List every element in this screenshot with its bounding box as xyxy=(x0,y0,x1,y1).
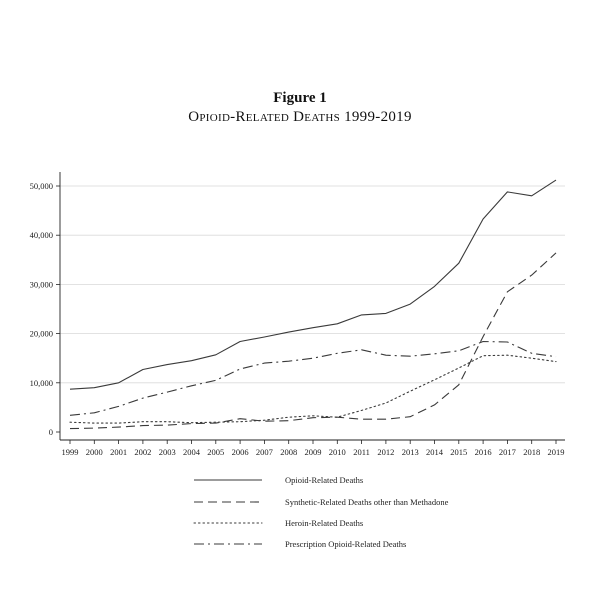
legend-label-3: Heroin-Related Deaths xyxy=(285,518,363,528)
series-line-1 xyxy=(69,179,557,390)
series-line-3 xyxy=(69,354,557,424)
x-tick-label: 2005 xyxy=(207,447,224,457)
x-tick-label: 2019 xyxy=(548,447,565,457)
legend: Opioid-Related Deaths Synthetic-Related D… xyxy=(193,475,449,549)
x-tick-label: 2015 xyxy=(450,447,467,457)
x-tick-label: 2016 xyxy=(475,447,492,457)
y-tick-label: 10,000 xyxy=(30,378,53,388)
y-tick-label: 0 xyxy=(49,427,53,437)
y-tick-label: 20,000 xyxy=(30,329,53,339)
grid-layer xyxy=(60,185,565,384)
x-tick-label: 2002 xyxy=(134,447,151,457)
series-line-4 xyxy=(69,340,557,416)
x-tick-label: 2018 xyxy=(523,447,540,457)
x-tick-label: 2017 xyxy=(499,447,516,457)
y-tick-label: 50,000 xyxy=(30,181,53,191)
x-tick-label: 2004 xyxy=(183,447,201,457)
x-tick-label: 2003 xyxy=(159,447,176,457)
axis-layer: 0 10,000 20,000 30,000 40,000 50,000 1999 2000 2… xyxy=(30,172,565,457)
x-tick-label: 2001 xyxy=(110,447,127,457)
figure-label: Figure 1 xyxy=(273,90,327,106)
legend-label-1: Opioid-Related Deaths xyxy=(285,475,363,485)
y-tick-label: 40,000 xyxy=(30,230,53,240)
x-tick-label: 2012 xyxy=(377,447,394,457)
x-tick-label: 2010 xyxy=(329,447,346,457)
x-tick-label: 2014 xyxy=(426,447,444,457)
figure-title: Opioid-Related Deaths 1999-2019 xyxy=(188,109,412,125)
x-tick-label: 2011 xyxy=(353,447,370,457)
x-tick-label: 2008 xyxy=(280,447,297,457)
x-tick-label: 2009 xyxy=(305,447,322,457)
x-tick-label: 1999 xyxy=(62,447,79,457)
series-line-2 xyxy=(69,252,557,430)
legend-label-4: Prescription Opioid-Related Deaths xyxy=(285,539,406,549)
x-tick-label: 2007 xyxy=(256,447,273,457)
x-tick-label: 2006 xyxy=(232,447,249,457)
x-tick-label: 2013 xyxy=(402,447,419,457)
y-tick-label: 30,000 xyxy=(30,279,53,289)
series-layer xyxy=(69,179,557,430)
legend-label-2: Synthetic-Related Deaths other than Meth… xyxy=(285,497,449,507)
x-tick-label: 2000 xyxy=(86,447,103,457)
